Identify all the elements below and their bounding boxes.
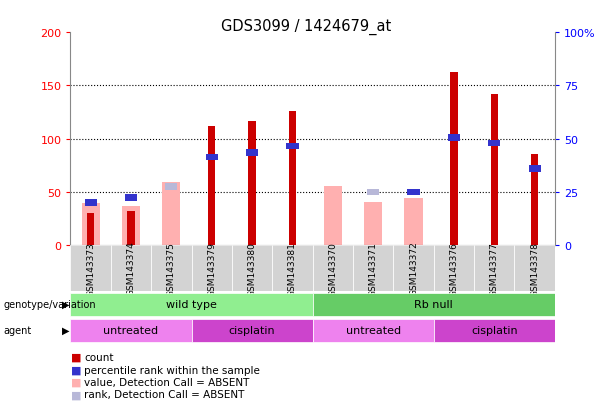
Text: untreated: untreated: [346, 325, 401, 335]
Bar: [286, 144, 299, 150]
Bar: [408, 190, 419, 196]
Text: count: count: [84, 352, 113, 362]
Text: Rb null: Rb null: [414, 299, 453, 309]
Text: GSM143377: GSM143377: [490, 241, 499, 296]
Bar: [208, 127, 215, 246]
Bar: [433, 319, 555, 342]
Text: ■: ■: [70, 352, 81, 362]
Bar: [232, 246, 272, 291]
Bar: [111, 246, 151, 291]
Bar: [246, 150, 258, 157]
Bar: [162, 183, 180, 246]
Text: GSM143370: GSM143370: [329, 241, 337, 296]
Bar: [70, 319, 191, 342]
Text: ■: ■: [70, 365, 81, 375]
Text: GSM143380: GSM143380: [248, 241, 257, 296]
Text: rank, Detection Call = ABSENT: rank, Detection Call = ABSENT: [84, 389, 245, 399]
Text: wild type: wild type: [166, 299, 217, 309]
Bar: [122, 206, 140, 246]
Text: GSM143373: GSM143373: [86, 241, 95, 296]
Text: GSM143374: GSM143374: [126, 241, 135, 296]
Bar: [125, 195, 137, 201]
Bar: [87, 214, 94, 246]
Text: GSM143378: GSM143378: [530, 241, 539, 296]
Text: GSM143375: GSM143375: [167, 241, 176, 296]
Bar: [85, 200, 97, 206]
Bar: [151, 246, 191, 291]
Bar: [191, 319, 313, 342]
Text: genotype/variation: genotype/variation: [3, 299, 96, 309]
Bar: [364, 202, 383, 246]
Text: GDS3099 / 1424679_at: GDS3099 / 1424679_at: [221, 19, 392, 35]
Bar: [272, 246, 313, 291]
Bar: [514, 246, 555, 291]
Bar: [248, 121, 256, 246]
Bar: [490, 95, 498, 246]
Text: untreated: untreated: [104, 325, 159, 335]
Bar: [353, 246, 394, 291]
Text: GSM143379: GSM143379: [207, 241, 216, 296]
Bar: [528, 166, 541, 172]
Bar: [531, 154, 538, 246]
Bar: [313, 319, 434, 342]
Text: ■: ■: [70, 377, 81, 387]
Bar: [450, 72, 457, 246]
Text: ■: ■: [70, 389, 81, 399]
Text: GSM143371: GSM143371: [368, 241, 378, 296]
Text: value, Detection Call = ABSENT: value, Detection Call = ABSENT: [84, 377, 249, 387]
Bar: [289, 112, 296, 246]
Text: cisplatin: cisplatin: [229, 325, 275, 335]
Text: cisplatin: cisplatin: [471, 325, 517, 335]
Bar: [488, 140, 500, 147]
Bar: [324, 186, 342, 246]
Text: ▶: ▶: [63, 299, 70, 309]
Bar: [128, 212, 135, 246]
Bar: [367, 190, 379, 196]
Bar: [82, 203, 100, 246]
Text: percentile rank within the sample: percentile rank within the sample: [84, 365, 260, 375]
Bar: [191, 246, 232, 291]
Bar: [206, 154, 218, 161]
Bar: [166, 184, 177, 190]
Text: GSM143381: GSM143381: [288, 241, 297, 296]
Bar: [433, 246, 474, 291]
Text: GSM143372: GSM143372: [409, 241, 418, 296]
Bar: [474, 246, 514, 291]
Bar: [313, 246, 353, 291]
Text: agent: agent: [3, 325, 31, 335]
Bar: [405, 199, 422, 246]
Text: GSM143376: GSM143376: [449, 241, 459, 296]
Text: ▶: ▶: [63, 325, 70, 335]
Bar: [408, 190, 419, 196]
Bar: [70, 246, 111, 291]
Bar: [70, 293, 313, 316]
Bar: [394, 246, 434, 291]
Bar: [313, 293, 555, 316]
Bar: [448, 135, 460, 142]
